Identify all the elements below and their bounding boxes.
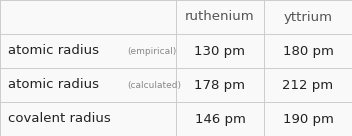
Text: 212 pm: 212 pm (282, 78, 334, 92)
Text: 190 pm: 190 pm (283, 112, 333, 126)
Text: (empirical): (empirical) (127, 47, 177, 56)
Text: atomic radius: atomic radius (8, 78, 99, 92)
Text: 180 pm: 180 pm (283, 44, 333, 58)
Text: atomic radius: atomic radius (8, 44, 99, 58)
Text: yttrium: yttrium (283, 10, 333, 24)
Text: 178 pm: 178 pm (195, 78, 245, 92)
Text: ruthenium: ruthenium (185, 10, 255, 24)
Text: 146 pm: 146 pm (195, 112, 245, 126)
Text: 130 pm: 130 pm (195, 44, 245, 58)
Text: covalent radius: covalent radius (8, 112, 111, 126)
Text: (calculated): (calculated) (127, 81, 181, 90)
